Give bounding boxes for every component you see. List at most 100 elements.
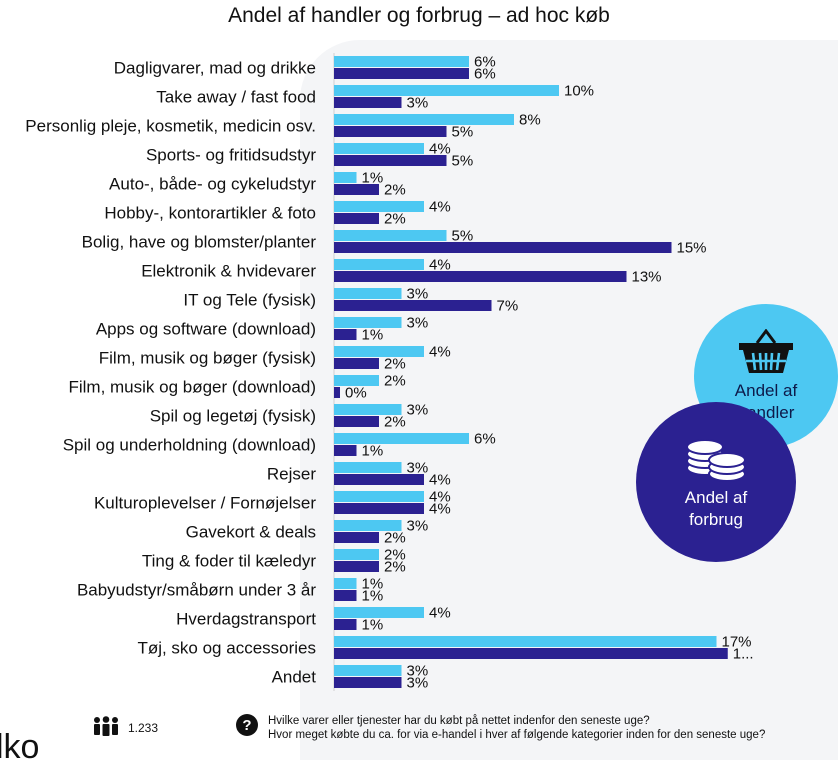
bar-handler — [334, 172, 357, 183]
question-icon: ? — [236, 714, 258, 736]
category-label: Tøj, sko og accessories — [137, 639, 316, 658]
category-label: Spil og underholdning (download) — [63, 436, 316, 455]
category-label: Film, musik og bøger (download) — [68, 378, 316, 397]
value-label-handler: 1% — [362, 576, 384, 593]
respondent-count-value: 1.233 — [128, 720, 159, 735]
value-label-forbrug: 2% — [384, 559, 406, 576]
category-label: Hverdagstransport — [176, 610, 316, 629]
bar-handler — [334, 114, 514, 125]
bar-forbrug — [334, 474, 424, 485]
bar-forbrug — [334, 97, 402, 108]
value-label-handler: 5% — [452, 228, 474, 245]
category-label: Apps og software (download) — [96, 320, 316, 339]
bar-forbrug — [334, 532, 379, 543]
value-label-handler: 4% — [429, 257, 451, 274]
bar-handler — [334, 317, 402, 328]
category-label: Babyudstyr/småbørn under 3 år — [77, 581, 316, 600]
category-label: Hobby-, kontorartikler & foto — [104, 204, 316, 223]
value-label-handler: 4% — [429, 344, 451, 361]
bar-handler — [334, 346, 424, 357]
category-label: Spil og legetøj (fysisk) — [150, 407, 316, 426]
legend-forbrug: Andel af forbrug — [636, 402, 796, 562]
value-label-forbrug: 15% — [677, 240, 707, 257]
bar-handler — [334, 230, 447, 241]
value-label-handler: 1% — [362, 170, 384, 187]
value-label-handler: 3% — [407, 315, 429, 332]
value-label-handler: 3% — [407, 402, 429, 419]
bar-handler — [334, 259, 424, 270]
value-label-forbrug: 6% — [474, 66, 496, 83]
bar-handler — [334, 462, 402, 473]
value-label-handler: 3% — [407, 286, 429, 303]
value-label-handler: 4% — [429, 605, 451, 622]
category-label: Kulturoplevelser / Fornøjelser — [94, 494, 316, 513]
bar-handler — [334, 433, 469, 444]
bar-handler — [334, 375, 379, 386]
bar-handler — [334, 578, 357, 589]
bar-forbrug — [334, 648, 728, 659]
value-label-forbrug: 7% — [497, 298, 519, 315]
value-label-forbrug: 5% — [452, 153, 474, 170]
value-label-handler: 2% — [384, 373, 406, 390]
value-label-handler: 2% — [384, 547, 406, 564]
category-label: IT og Tele (fysisk) — [183, 291, 316, 310]
value-label-forbrug: 2% — [384, 530, 406, 547]
legend-forbrug-label: Andel af forbrug — [684, 487, 748, 529]
question-line-1: Hvilke varer eller tjenester har du købt… — [268, 715, 650, 727]
respondent-count: 1.233 — [92, 716, 158, 739]
question-line-2: Hvor meget købte du ca. for via e-handel… — [268, 729, 766, 741]
bar-handler — [334, 56, 469, 67]
bar-forbrug — [334, 590, 357, 601]
value-label-forbrug: 4% — [429, 501, 451, 518]
bar-forbrug — [334, 68, 469, 79]
value-label-forbrug: 13% — [632, 269, 662, 286]
bar-handler — [334, 636, 717, 647]
bar-forbrug — [334, 445, 357, 456]
value-label-handler: 4% — [429, 489, 451, 506]
category-label: Gavekort & deals — [186, 523, 316, 542]
value-label-handler: 6% — [474, 54, 496, 71]
bar-handler — [334, 520, 402, 531]
bar-handler — [334, 143, 424, 154]
value-label-forbrug: 5% — [452, 124, 474, 141]
bar-handler — [334, 201, 424, 212]
value-label-handler: 3% — [407, 663, 429, 680]
bar-forbrug — [334, 242, 672, 253]
bar-forbrug — [334, 300, 492, 311]
bar-forbrug — [334, 271, 627, 282]
category-label: Elektronik & hvidevarer — [141, 262, 316, 281]
value-label-forbrug: 3% — [407, 675, 429, 692]
value-label-forbrug: 2% — [384, 414, 406, 431]
value-label-forbrug: 1% — [362, 443, 384, 460]
bar-forbrug — [334, 503, 424, 514]
value-label-handler: 3% — [407, 518, 429, 535]
bar-handler — [334, 491, 424, 502]
category-label: Take away / fast food — [156, 88, 316, 107]
survey-question: ? Hvilke varer eller tjenester har du kø… — [236, 714, 765, 742]
chart-title: Andel af handler og forbrug – ad hoc køb — [228, 4, 610, 27]
bar-forbrug — [334, 213, 379, 224]
category-label: Bolig, have og blomster/planter — [82, 233, 317, 252]
bar-handler — [334, 607, 424, 618]
value-label-forbrug: 2% — [384, 182, 406, 199]
category-label: Ting & foder til kæledyr — [142, 552, 316, 571]
bar-handler — [334, 288, 402, 299]
legend-handler: Andel af handler — [694, 304, 838, 448]
bar-chart: Dagligvarer, mad og drikke 6%6%Take away … — [25, 53, 754, 692]
value-label-handler: 3% — [407, 460, 429, 477]
value-label-forbrug: 1% — [362, 617, 384, 634]
basket-icon — [737, 328, 795, 380]
people-icon — [92, 716, 120, 739]
category-label: Personlig pleje, kosmetik, medicin osv. — [25, 117, 316, 136]
category-label: Film, musik og bøger (fysisk) — [99, 349, 316, 368]
value-label-handler: 6% — [474, 431, 496, 448]
value-label-forbrug: 1% — [362, 588, 384, 605]
value-label-forbrug: 2% — [384, 211, 406, 228]
bar-forbrug — [334, 387, 340, 398]
bar-handler — [334, 404, 402, 415]
value-label-forbrug: 1... — [733, 646, 754, 663]
bar-forbrug — [334, 184, 379, 195]
bar-forbrug — [334, 416, 379, 427]
value-label-forbrug: 2% — [384, 356, 406, 373]
category-label: Dagligvarer, mad og drikke — [114, 59, 316, 78]
